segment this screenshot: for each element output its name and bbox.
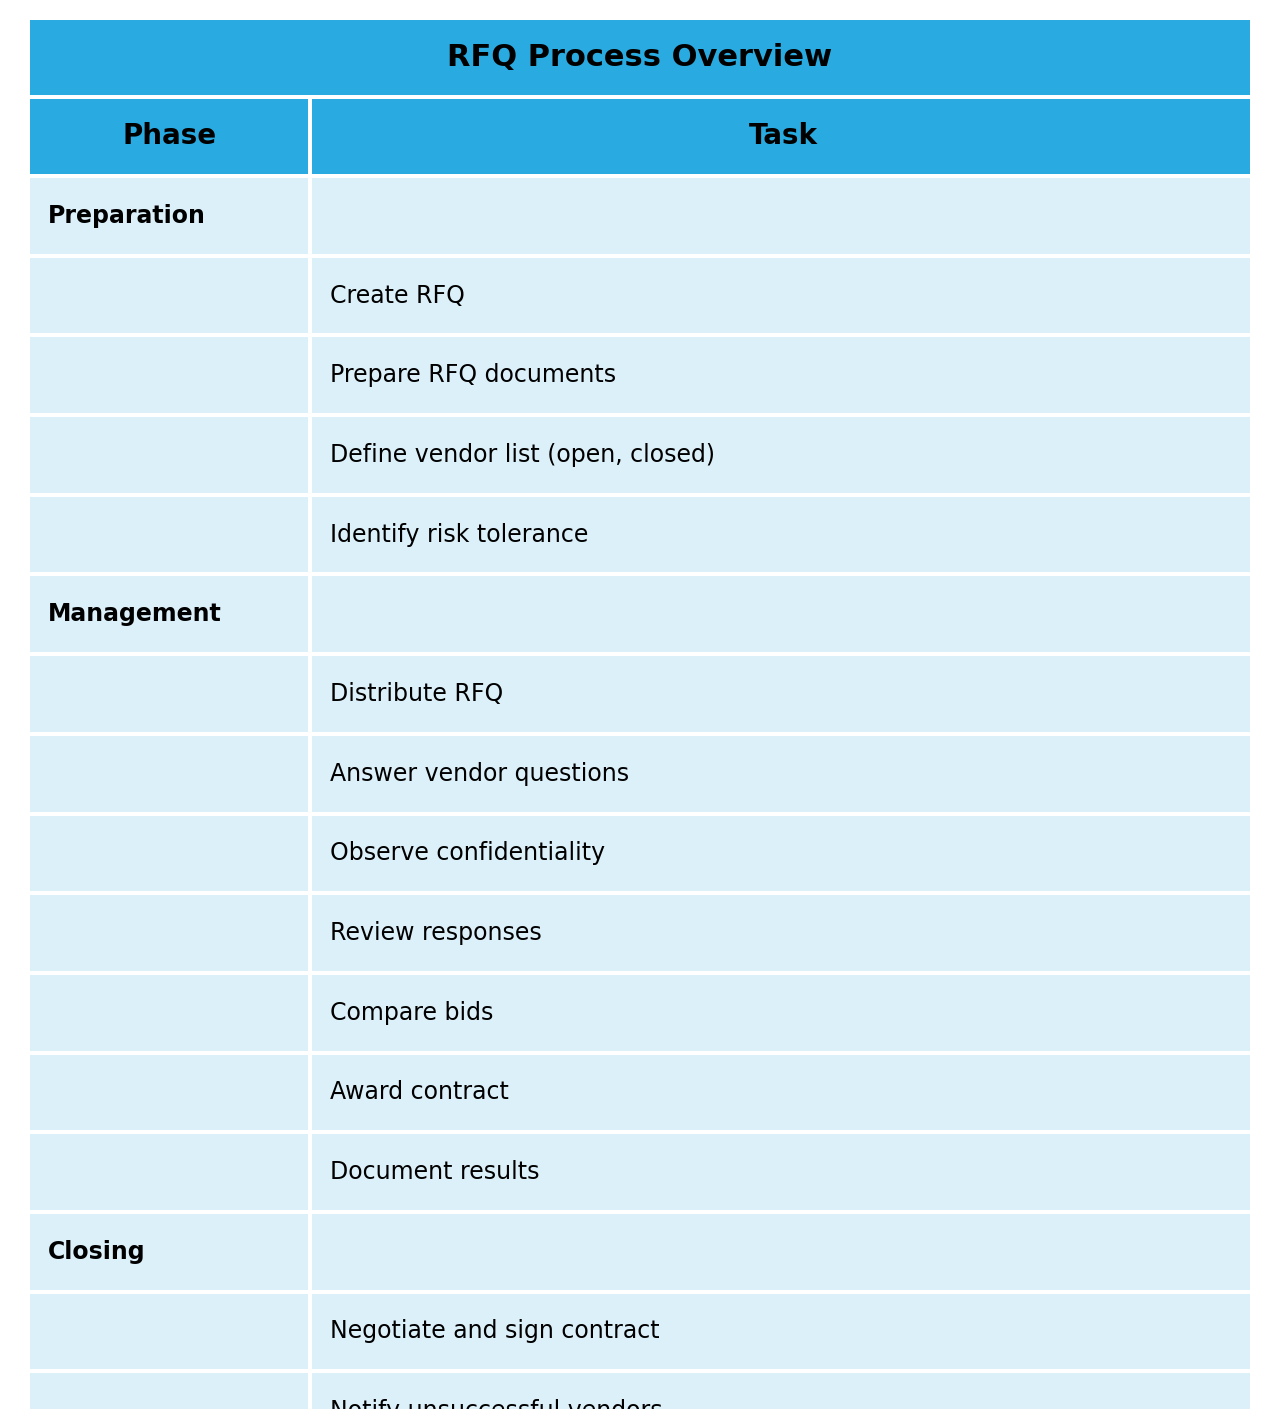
Bar [29, 20, 1251, 94]
Text: Identify risk tolerance: Identify risk tolerance [330, 523, 589, 547]
Bar [308, 258, 312, 334]
Bar [29, 975, 308, 1051]
Bar [308, 99, 312, 173]
Bar [312, 657, 1251, 731]
Bar [308, 417, 312, 493]
Bar [308, 975, 312, 1051]
Bar [29, 895, 308, 971]
Bar [308, 337, 312, 413]
Bar [312, 1215, 1251, 1289]
Bar [312, 1134, 1251, 1210]
Bar [312, 178, 1251, 254]
Bar [29, 572, 1251, 576]
Text: Define vendor list (open, closed): Define vendor list (open, closed) [330, 442, 716, 466]
Bar [312, 816, 1251, 890]
Bar [308, 816, 312, 890]
Bar [29, 576, 308, 652]
Bar [29, 657, 308, 731]
Bar [312, 337, 1251, 413]
Bar [29, 1134, 308, 1210]
Text: Closing: Closing [49, 1240, 146, 1264]
Bar [29, 735, 308, 812]
Bar [29, 1370, 1251, 1374]
Bar [29, 497, 308, 572]
Bar [29, 1215, 308, 1289]
Bar [308, 1374, 312, 1409]
Bar [29, 417, 308, 493]
Bar [308, 657, 312, 731]
Bar [29, 493, 1251, 497]
Bar [29, 1051, 1251, 1054]
Bar [29, 812, 1251, 816]
Text: Review responses: Review responses [330, 921, 541, 945]
Text: Document results: Document results [330, 1160, 540, 1184]
Bar [312, 417, 1251, 493]
Text: Task: Task [749, 123, 818, 151]
Bar [29, 890, 1251, 895]
Text: Phase: Phase [122, 123, 216, 151]
Bar [312, 1293, 1251, 1370]
Bar [29, 178, 308, 254]
Bar [29, 1289, 1251, 1293]
Text: Award contract: Award contract [330, 1081, 509, 1105]
Bar [312, 895, 1251, 971]
Text: RFQ Process Overview: RFQ Process Overview [448, 44, 832, 72]
Bar [29, 99, 1251, 173]
Bar [312, 576, 1251, 652]
Bar [308, 497, 312, 572]
Bar [29, 94, 1251, 99]
Bar [308, 178, 312, 254]
Text: Preparation: Preparation [49, 204, 206, 228]
Bar [29, 816, 308, 890]
Text: Create RFQ: Create RFQ [330, 283, 465, 307]
Bar [29, 173, 1251, 178]
Text: Observe confidentiality: Observe confidentiality [330, 841, 605, 865]
Text: Compare bids: Compare bids [330, 1000, 494, 1024]
Bar [308, 576, 312, 652]
Bar [29, 1210, 1251, 1215]
Bar [312, 1374, 1251, 1409]
Text: Management: Management [49, 602, 221, 626]
Bar [308, 1134, 312, 1210]
Text: Answer vendor questions: Answer vendor questions [330, 762, 630, 786]
Bar [29, 1130, 1251, 1134]
Bar [29, 254, 1251, 258]
Text: Negotiate and sign contract: Negotiate and sign contract [330, 1319, 659, 1343]
Bar [29, 337, 308, 413]
Bar [29, 1374, 308, 1409]
Bar [29, 731, 1251, 735]
Text: Distribute RFQ: Distribute RFQ [330, 682, 503, 706]
Bar [29, 1054, 308, 1130]
Bar [29, 334, 1251, 337]
Bar [308, 1054, 312, 1130]
Bar [29, 971, 1251, 975]
Bar [312, 497, 1251, 572]
Text: Prepare RFQ documents: Prepare RFQ documents [330, 364, 616, 387]
Bar [312, 975, 1251, 1051]
Bar [312, 735, 1251, 812]
Bar [312, 258, 1251, 334]
Bar [308, 895, 312, 971]
Bar [308, 1293, 312, 1370]
Bar [308, 735, 312, 812]
Bar [29, 1293, 308, 1370]
Bar [29, 258, 308, 334]
Bar [308, 1215, 312, 1289]
Bar [29, 652, 1251, 657]
Bar [29, 413, 1251, 417]
Text: Notify unsuccessful vendors: Notify unsuccessful vendors [330, 1399, 663, 1409]
Bar [312, 1054, 1251, 1130]
